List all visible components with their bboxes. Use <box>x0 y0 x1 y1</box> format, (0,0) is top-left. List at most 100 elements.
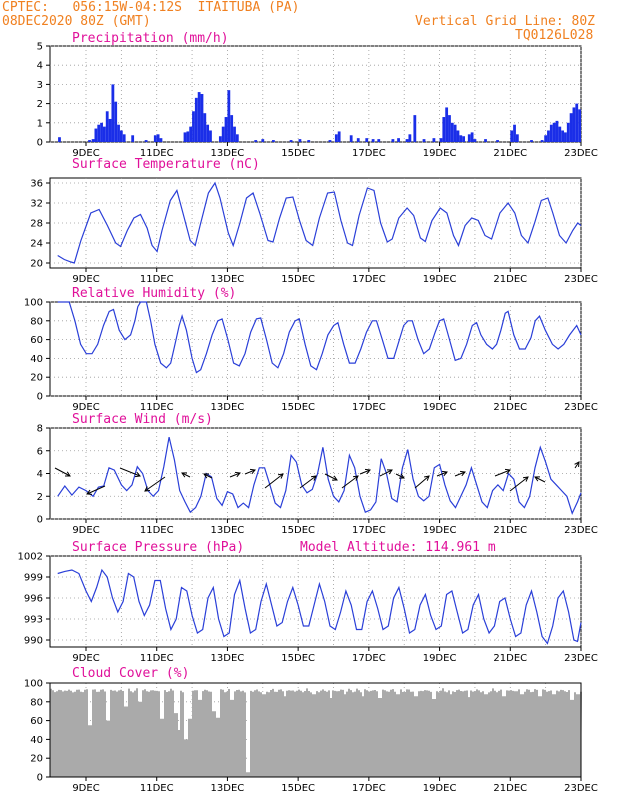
precip-bar <box>131 135 135 142</box>
x-tick-label: 23DEC <box>564 653 598 664</box>
precip-bar <box>233 126 236 142</box>
y-tick-label: 60 <box>30 716 43 727</box>
precip-bar <box>540 140 544 142</box>
y-tick-label: 40 <box>30 735 43 746</box>
y-tick-label: 5 <box>37 42 43 53</box>
precip-bar <box>183 132 187 142</box>
precip-bar <box>510 130 514 142</box>
precip-bar <box>544 135 548 142</box>
wind-arrow <box>494 469 511 477</box>
wind-arrow <box>86 485 106 495</box>
x-tick-label: 23DEC <box>564 402 598 413</box>
panel-4: 990 993 996 999 1002 9DEC 11DEC 13DEC 15DEC 17DEC… <box>18 540 598 664</box>
precip-bar <box>209 130 212 142</box>
header-line1-left: CPTEC: 056:15W-04:12S ITAITUBA (PA) <box>2 0 300 15</box>
wind-arrow <box>574 461 580 469</box>
panel-5: 0 20 40 60 80 100 9DEC 11DEC 13DEC 15DEC 17DEC 19DE… <box>24 666 598 794</box>
wind-arrow-head <box>441 470 448 477</box>
precip-bar <box>108 118 112 142</box>
panel-frame <box>49 555 582 648</box>
series-line <box>57 436 582 515</box>
precip-bar <box>515 134 519 142</box>
precip-bar <box>349 135 353 142</box>
x-tick-label: 15DEC <box>281 148 315 159</box>
precip-bar <box>230 115 234 142</box>
y-tick-label: 80 <box>30 697 43 708</box>
x-tick-label: 17DEC <box>352 274 386 285</box>
x-tick-label: 17DEC <box>352 525 386 536</box>
precip-bar <box>561 130 565 142</box>
precip-bar <box>334 134 338 142</box>
y-tick-label: 1 <box>37 118 43 129</box>
wind-arrow-head <box>398 473 405 479</box>
wind-arrow <box>244 469 256 475</box>
panel-frame <box>49 45 582 143</box>
wind-arrow <box>203 473 213 479</box>
wind-arrow <box>181 472 191 478</box>
precip-bar <box>197 92 201 142</box>
precip-bar <box>122 134 126 142</box>
wind-arrow-head <box>386 469 393 475</box>
x-tick-label: 23DEC <box>564 525 598 536</box>
precip-bar <box>200 94 204 142</box>
wind-arrow <box>299 475 317 489</box>
precip-bar <box>254 140 258 142</box>
precip-bar <box>117 124 120 142</box>
header-line1-right: Vertical Grid Line: 80Z <box>415 14 596 29</box>
precip-bar <box>462 136 466 142</box>
x-tick-label: 11DEC <box>140 783 174 794</box>
y-tick-label: 993 <box>24 615 43 626</box>
precip-bar <box>97 124 101 142</box>
y-tick-label: 2 <box>37 99 43 110</box>
precip-bar <box>558 126 562 142</box>
precip-bar <box>484 139 487 142</box>
precip-bar <box>413 115 417 142</box>
precip-bar <box>58 137 61 142</box>
precip-bar <box>261 139 265 142</box>
y-tick-label: 28 <box>30 219 43 230</box>
y-tick-label: 990 <box>24 636 43 647</box>
precip-bar <box>88 140 91 142</box>
precip-bar <box>549 124 553 142</box>
wind-arrow-head <box>64 471 71 477</box>
precip-bar <box>100 122 103 142</box>
precip-bar <box>467 134 471 142</box>
panel-frame <box>49 177 582 269</box>
wind-arrow <box>509 476 529 492</box>
y-tick-label: 0 <box>37 515 43 526</box>
panel-3: 0 2 4 6 8 9DEC 11DEC 13DEC 15DEC 17DEC 19DEC 21DEC 2… <box>37 412 598 536</box>
x-tick-label: 19DEC <box>423 274 457 285</box>
panel-title: Relative Humidity (%) <box>72 286 236 301</box>
x-tick-label: 17DEC <box>352 148 386 159</box>
wind-arrow <box>144 476 166 492</box>
wind-arrow-head <box>86 489 93 495</box>
precip-bar <box>94 128 98 142</box>
precip-bar <box>496 140 499 142</box>
header-line2-right: TQ0126L028 <box>515 28 594 43</box>
y-tick-label: 0 <box>37 138 43 149</box>
wind-arrow <box>414 475 430 489</box>
x-tick-label: 15DEC <box>281 402 315 413</box>
precip-bar <box>119 130 123 142</box>
precip-bar <box>221 126 225 142</box>
precip-bar <box>439 138 443 142</box>
precip-bar <box>144 140 148 142</box>
wind-arrow-head <box>574 461 580 468</box>
precip-bar <box>156 134 160 142</box>
precip-bar <box>530 140 533 142</box>
wind-arrow <box>379 469 393 477</box>
wind-arrow-head <box>181 472 188 478</box>
y-tick-label: 2 <box>37 492 43 503</box>
x-tick-label: 15DEC <box>281 653 315 664</box>
panel-title: Surface Temperature (nC) <box>72 157 260 172</box>
precip-bar <box>459 135 463 142</box>
precip-bar <box>473 139 477 142</box>
x-tick-label: 9DEC <box>72 148 99 159</box>
x-tick-label: 15DEC <box>281 525 315 536</box>
wind-arrow <box>436 471 448 477</box>
wind-arrow <box>324 473 338 481</box>
precip-bar <box>224 117 228 142</box>
panel-0: 0 1 2 3 4 5 9DEC 11DEC 13DEC 15DEC 17DEC 19DEC 21DEC… <box>37 31 598 159</box>
y-tick-label: 32 <box>30 199 43 210</box>
